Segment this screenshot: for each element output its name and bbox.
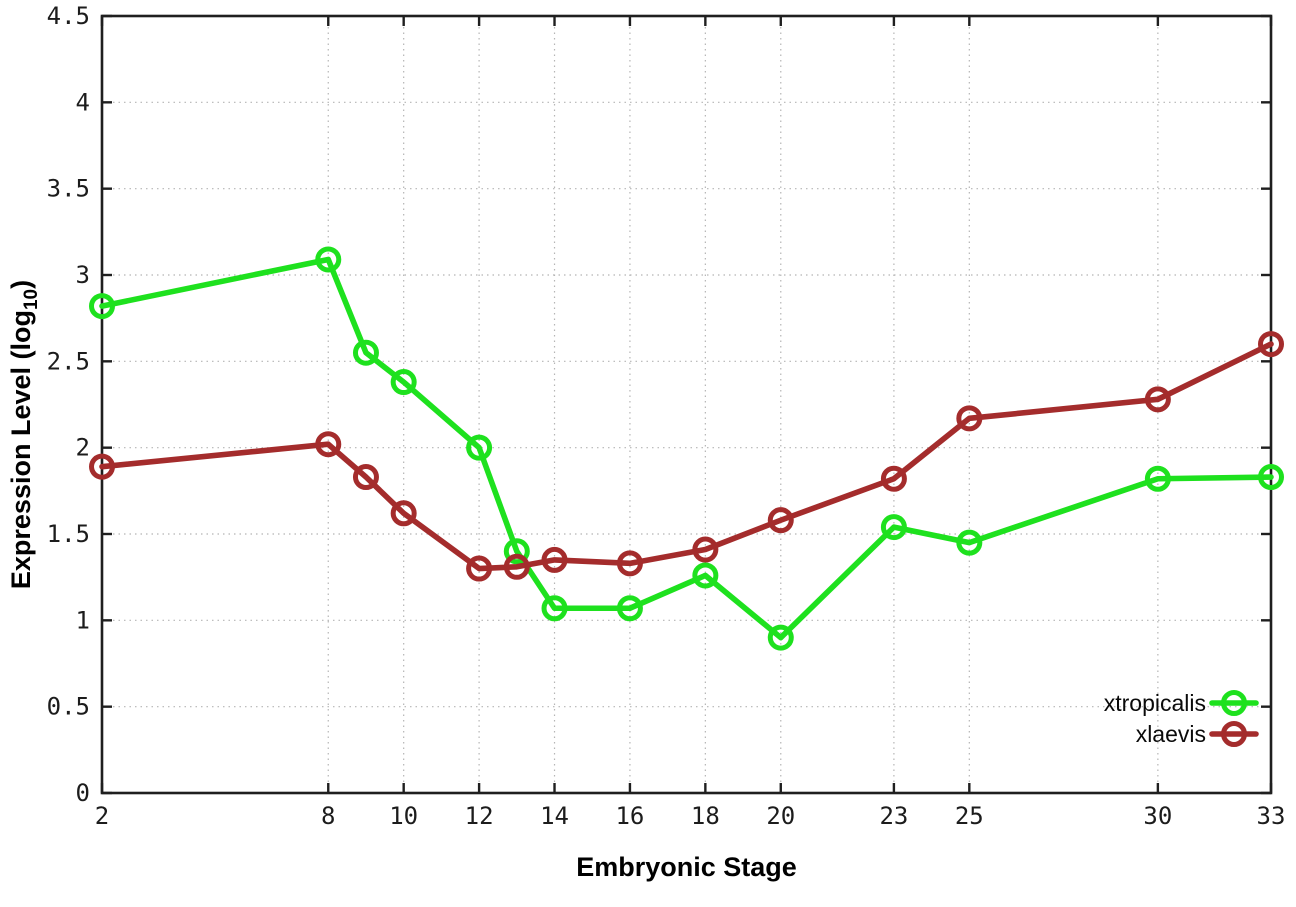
data-point-xtropicalis xyxy=(1258,464,1284,491)
data-point-xlaevis xyxy=(352,464,379,491)
data-point-xlaevis xyxy=(692,536,719,563)
y-tick-label: 4 xyxy=(76,88,90,116)
data-point-xlaevis xyxy=(956,405,983,432)
legend-label-xtropicalis: xtropicalis xyxy=(1104,690,1206,716)
data-point-xlaevis xyxy=(880,465,907,492)
legend-label-xlaevis: xlaevis xyxy=(1136,721,1206,747)
x-tick-label: 33 xyxy=(1257,802,1286,830)
data-point-xlaevis xyxy=(1144,386,1171,413)
x-axis-title: Embryonic Stage xyxy=(576,852,797,882)
plot-border xyxy=(100,14,1273,795)
data-point-xtropicalis xyxy=(880,514,907,541)
data-point-xlaevis xyxy=(767,507,794,534)
y-tick-label: 4.5 xyxy=(47,2,90,30)
series-xlaevis xyxy=(89,331,1284,582)
data-point-xtropicalis xyxy=(466,434,493,461)
data-point-xtropicalis xyxy=(89,293,115,320)
x-tick-label: 25 xyxy=(955,802,984,830)
y-tick-label: 3 xyxy=(76,261,90,289)
x-tick-label: 18 xyxy=(691,802,720,830)
x-tick-label: 30 xyxy=(1143,802,1172,830)
data-point-xtropicalis xyxy=(352,339,379,366)
y-tick-labels: 0 0.5 1 1.5 2 2.5 3 3.5 4 4.5 xyxy=(47,2,90,807)
data-point-xtropicalis xyxy=(956,529,983,556)
x-tick-label: 2 xyxy=(95,802,109,830)
x-tick-label: 16 xyxy=(615,802,644,830)
legend-marker-xtropicalis xyxy=(1221,690,1247,716)
x-tick-label: 20 xyxy=(766,802,795,830)
data-point-xlaevis xyxy=(390,500,417,527)
data-point-xlaevis xyxy=(616,550,643,577)
x-tick-label: 12 xyxy=(465,802,494,830)
data-point-xtropicalis xyxy=(692,562,719,589)
y-tick-label: 1 xyxy=(76,606,90,634)
y-tick-label: 0 xyxy=(76,779,90,807)
y-tick-label: 3.5 xyxy=(47,175,90,203)
y-axis-title: Expression Level (log10) xyxy=(6,280,42,589)
y-tick-label: 2.5 xyxy=(47,347,90,375)
legend: xtropicalis xlaevis xyxy=(1104,690,1259,747)
data-point-xlaevis xyxy=(1258,331,1284,358)
data-point-xlaevis xyxy=(466,555,493,582)
data-point-xlaevis xyxy=(89,453,115,480)
data-point-xlaevis xyxy=(315,431,342,458)
data-point-xtropicalis xyxy=(1144,465,1171,492)
y-tick-label: 1.5 xyxy=(47,520,90,548)
legend-marker-xlaevis xyxy=(1221,721,1247,747)
data-point-xlaevis xyxy=(503,553,530,580)
y-tick-label: 0.5 xyxy=(47,693,90,721)
data-point-xtropicalis xyxy=(315,246,342,273)
x-tick-label: 10 xyxy=(389,802,418,830)
series-line-xlaevis xyxy=(99,341,1274,572)
y-tick-label: 2 xyxy=(76,434,90,462)
data-point-xtropicalis xyxy=(541,595,568,622)
x-tick-label: 8 xyxy=(321,802,335,830)
data-point-xtropicalis xyxy=(503,538,530,565)
x-tick-label: 14 xyxy=(540,802,569,830)
tick-marks xyxy=(100,14,1273,795)
x-tick-label: 23 xyxy=(879,802,908,830)
data-point-xtropicalis xyxy=(616,595,643,622)
x-tick-labels: 2 8 10 12 14 16 18 20 23 25 30 33 xyxy=(95,802,1286,830)
gridlines xyxy=(102,16,1271,793)
data-point-xtropicalis xyxy=(390,369,417,396)
data-point-xlaevis xyxy=(541,546,568,573)
data-point-xtropicalis xyxy=(767,624,794,651)
series-xtropicalis xyxy=(89,246,1284,651)
